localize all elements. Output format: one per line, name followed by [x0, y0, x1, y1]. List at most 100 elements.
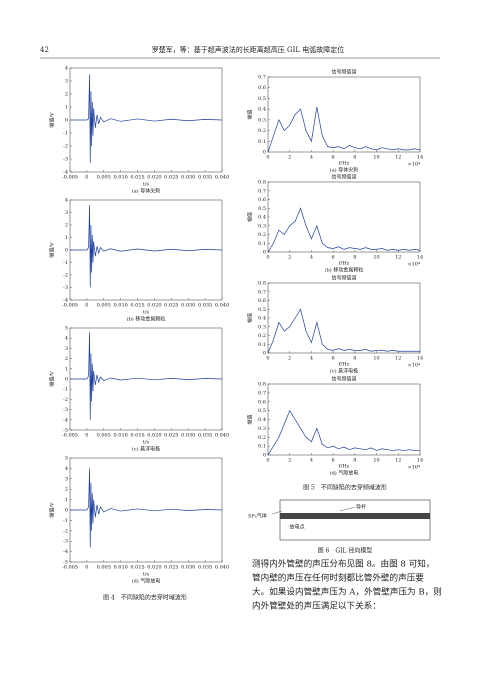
- x-tick-label: 0.025: [164, 175, 178, 181]
- y-tick-label: 3: [65, 79, 68, 85]
- x-tick-label: 14: [417, 356, 423, 362]
- y-tick-label: 0: [65, 118, 68, 124]
- figure-caption: 图 4 不同缺陷的去穿时域波形: [103, 594, 187, 602]
- y-tick-label: -5: [63, 428, 68, 434]
- x-axis-label: f/Hz: [339, 261, 350, 267]
- chart-title: 信号频值谱: [331, 174, 356, 181]
- y-axis-label: 幅值/V: [49, 371, 56, 387]
- y-tick-label: 5: [65, 326, 68, 332]
- y-tick-label: 0.4: [258, 316, 266, 322]
- y-tick-label: 3: [65, 346, 68, 352]
- y-tick-label: 0.1: [258, 139, 266, 145]
- data-line: [267, 409, 420, 456]
- y-tick-label: 0.8: [258, 382, 266, 388]
- figure-caption: 图 6 GIL 径向模型: [318, 547, 373, 555]
- y-tick-label: 0.6: [258, 399, 266, 405]
- y-tick-label: 0: [263, 250, 266, 256]
- y-tick-label: 2: [65, 487, 68, 493]
- y-tick-label: 0.2: [258, 435, 266, 441]
- x-tick-label: 0.040: [215, 565, 229, 571]
- x-tick-label: 0: [85, 303, 88, 309]
- x-tick-label: 0.035: [198, 433, 212, 439]
- axis-multiplier: ×10⁴: [407, 465, 420, 471]
- x-tick-label: 0: [85, 175, 88, 181]
- x-axis-label: t/s: [143, 572, 150, 578]
- data-line: [70, 204, 223, 288]
- y-tick-label: 2: [65, 356, 68, 362]
- y-tick-label: 0: [263, 351, 266, 357]
- x-tick-label: 4: [310, 356, 313, 362]
- x-tick-label: 0.030: [181, 303, 195, 309]
- x-tick-label: 0.010: [114, 433, 128, 439]
- x-tick-label: 2: [288, 255, 291, 261]
- x-tick-label: 0.025: [164, 303, 178, 309]
- x-tick-label: 0.015: [130, 565, 144, 571]
- x-tick-label: 10: [373, 458, 379, 464]
- x-axis-label: t/s: [143, 310, 150, 316]
- y-tick-label: 0.5: [258, 206, 266, 212]
- x-tick-label: 4: [310, 155, 313, 161]
- conductor: [280, 513, 430, 519]
- x-tick-label: -0.005: [62, 303, 78, 309]
- x-tick-label: 0.035: [198, 175, 212, 181]
- plot-frame: [267, 282, 421, 354]
- x-tick-label: 0: [266, 155, 269, 161]
- data-line: [267, 106, 421, 153]
- x-tick-label: 0.025: [164, 565, 178, 571]
- x-tick-label: -0.005: [62, 565, 78, 571]
- x-tick-label: 0: [266, 458, 269, 464]
- y-tick-label: -5: [63, 560, 68, 566]
- x-tick-label: 0.020: [147, 565, 161, 571]
- y-tick-label: -4: [63, 298, 68, 304]
- x-tick-label: 0: [85, 433, 88, 439]
- chart-title: 信号频值谱: [331, 376, 356, 383]
- x-tick-label: 0.020: [147, 433, 161, 439]
- plot-frame: [267, 181, 421, 253]
- data-line: [70, 74, 223, 163]
- y-axis-label: 幅值: [247, 212, 254, 222]
- x-tick-label: 8: [353, 458, 356, 464]
- x-tick-label: 0.040: [215, 433, 229, 439]
- x-tick-label: 0.040: [215, 303, 229, 309]
- chart-caption: (d) 气隙放电: [330, 470, 359, 477]
- x-tick-label: 12: [395, 255, 401, 261]
- chart-caption: (d) 气隙放电: [132, 578, 161, 585]
- y-tick-label: -1: [63, 387, 68, 393]
- y-tick-label: 0.4: [258, 215, 266, 221]
- y-tick-label: -3: [63, 157, 68, 163]
- x-tick-label: 10: [373, 255, 379, 261]
- x-tick-label: 0.030: [181, 175, 195, 181]
- y-tick-label: 0: [65, 377, 68, 383]
- y-tick-label: 0.6: [258, 197, 266, 203]
- y-tick-label: -3: [63, 285, 68, 291]
- x-tick-label: 8: [353, 155, 356, 161]
- x-tick-label: 0.010: [114, 175, 128, 181]
- y-axis-label: 幅值/V: [49, 112, 56, 128]
- body-line: 内外管壁处的声压满足以下关系：: [252, 600, 381, 612]
- y-tick-label: 1: [65, 497, 68, 503]
- y-tick-label: 0.6: [258, 298, 266, 304]
- y-tick-label: -2: [63, 144, 68, 150]
- x-axis-label: f/Hz: [339, 362, 350, 368]
- y-tick-label: 0.7: [258, 390, 266, 396]
- x-tick-label: 12: [395, 458, 401, 464]
- y-tick-label: 2: [65, 92, 68, 98]
- chart-caption: (a) 导体尖刺: [132, 188, 160, 195]
- y-tick-label: -2: [63, 397, 68, 403]
- chart-title: 信号频值谱: [331, 275, 356, 282]
- plot-frame: [267, 76, 421, 153]
- x-tick-label: 0.040: [215, 175, 229, 181]
- y-tick-label: -2: [63, 528, 68, 534]
- x-tick-label: 10: [373, 155, 379, 161]
- x-tick-label: 6: [332, 356, 335, 362]
- x-tick-label: 0.010: [114, 303, 128, 309]
- x-tick-label: 2: [288, 155, 291, 161]
- x-tick-label: 2: [288, 356, 291, 362]
- y-tick-label: 4: [65, 198, 68, 204]
- axis-multiplier: ×10⁴: [407, 363, 420, 369]
- x-tick-label: 0: [266, 356, 269, 362]
- x-tick-label: 6: [332, 458, 335, 464]
- figure-caption: 图 5 不同缺陷的去穿频域波形: [303, 484, 387, 492]
- x-tick-label: 4: [310, 458, 313, 464]
